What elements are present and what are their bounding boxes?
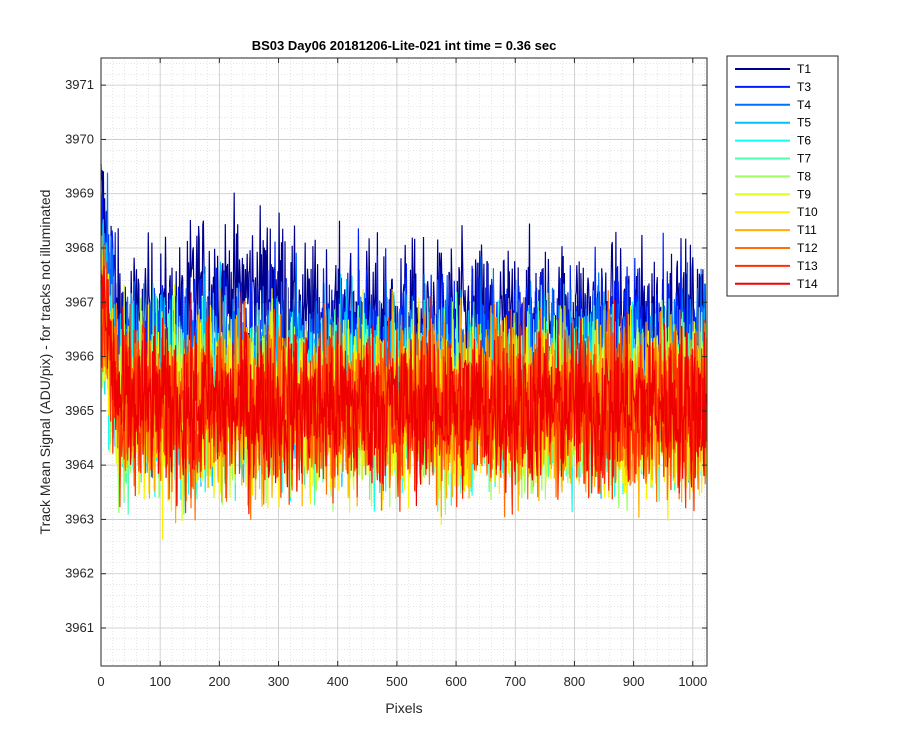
legend-label-T12: T12	[797, 241, 818, 255]
y-tick-label: 3965	[65, 403, 94, 418]
legend-label-T1: T1	[797, 62, 811, 76]
x-tick-label: 700	[504, 674, 526, 689]
x-tick-label: 500	[386, 674, 408, 689]
x-tick-label: 100	[149, 674, 171, 689]
y-tick-label: 3963	[65, 511, 94, 526]
x-tick-label: 400	[327, 674, 349, 689]
legend-label-T9: T9	[797, 187, 811, 201]
legend-label-T7: T7	[797, 152, 811, 166]
x-tick-label: 1000	[678, 674, 707, 689]
series-layer	[100, 163, 707, 540]
y-axis-label: Track Mean Signal (ADU/pix) - for tracks…	[37, 190, 53, 535]
y-tick-label: 3970	[65, 131, 94, 146]
y-tick-label: 3971	[65, 77, 94, 92]
y-axis: 3961 3962 3963 3964 3965 3966 3967 3968 3969 3970…	[65, 77, 707, 635]
legend-label-T13: T13	[797, 259, 818, 273]
x-tick-label: 600	[445, 674, 467, 689]
y-tick-label: 3969	[65, 186, 94, 201]
x-tick-label: 800	[564, 674, 586, 689]
y-tick-label: 3966	[65, 349, 94, 364]
legend: T1 T3 T4 T5 T6 T7 T8 T9 T10 T11 T12 T13 T14	[726, 55, 839, 297]
plot-frame	[100, 57, 708, 667]
y-tick-label: 3968	[65, 240, 94, 255]
chart-title: BS03 Day06 20181206-Lite-021 int time = …	[252, 38, 557, 53]
legend-label-T10: T10	[797, 205, 818, 219]
y-tick-label: 3962	[65, 566, 94, 581]
legend-label-T8: T8	[797, 169, 811, 183]
x-axis: 0 100 200 300 400 500 600 700 800 900 1000	[97, 58, 707, 689]
x-axis-label: Pixels	[385, 700, 422, 716]
legend-label-T14: T14	[797, 277, 818, 291]
legend-label-T11: T11	[797, 223, 817, 237]
x-tick-label: 300	[268, 674, 290, 689]
y-tick-label: 3967	[65, 294, 94, 309]
y-tick-label: 3961	[65, 620, 94, 635]
series-line-T14	[100, 265, 707, 515]
x-tick-label: 200	[209, 674, 231, 689]
y-tick-label: 3964	[65, 457, 94, 472]
legend-label-T3: T3	[797, 80, 811, 94]
legend-label-T4: T4	[797, 98, 811, 112]
series-line-T1	[100, 163, 707, 430]
legend-label-T6: T6	[797, 134, 811, 148]
x-tick-label: 900	[623, 674, 645, 689]
x-tick-label: 0	[97, 674, 104, 689]
legend-label-T5: T5	[797, 116, 811, 130]
